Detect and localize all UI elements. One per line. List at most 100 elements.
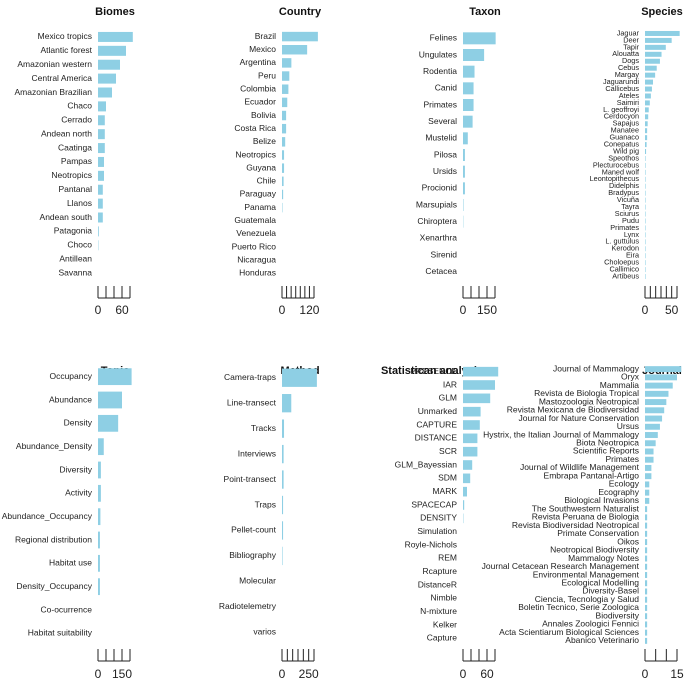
bar <box>98 508 101 526</box>
bar <box>98 59 120 70</box>
category-label: PRESENCE <box>410 366 457 376</box>
bar <box>463 65 475 78</box>
bar <box>282 45 308 55</box>
bar <box>463 32 496 45</box>
bar <box>463 115 473 128</box>
category-label: Margay <box>615 70 640 79</box>
category-label: Diversity <box>59 464 92 474</box>
panel-title: Biomes <box>95 6 135 18</box>
bar <box>645 30 680 36</box>
bar <box>645 473 652 480</box>
category-label: Journal Cetacean Research Management <box>482 561 640 571</box>
category-label: Procionid <box>422 183 458 193</box>
category-label: Paraguay <box>240 189 277 199</box>
bar <box>645 246 646 252</box>
category-label: Journal of Wildlife Management <box>520 462 640 472</box>
category-label: SCR <box>439 446 457 456</box>
category-label: Kelker <box>433 619 457 629</box>
category-label: Chile <box>257 176 277 186</box>
bar <box>463 132 468 145</box>
category-label: Tapir <box>623 42 639 51</box>
bar <box>645 176 646 182</box>
category-label: Sirenid <box>431 249 458 259</box>
category-label: Oryx <box>621 372 640 382</box>
x-tick-label: 250 <box>299 667 319 681</box>
bar <box>282 546 283 566</box>
bar <box>282 110 287 121</box>
bar <box>645 58 660 64</box>
bar <box>645 604 648 611</box>
category-label: Artibeus <box>612 271 639 280</box>
bar <box>645 464 652 471</box>
x-tick-label: 60 <box>480 667 494 681</box>
bar <box>645 100 650 106</box>
bar <box>463 165 465 178</box>
category-label: SPACECAP <box>411 499 457 509</box>
bar <box>463 460 473 470</box>
category-label: Rcapture <box>423 566 458 576</box>
category-label: Cerrado <box>61 115 92 125</box>
category-label: Abundance_Density <box>16 441 93 451</box>
category-label: L. geoffroyi <box>603 105 639 114</box>
x-tick-label: 0 <box>642 667 649 681</box>
bar <box>98 368 132 386</box>
bar <box>98 391 122 409</box>
x-tick-label: 150 <box>477 303 497 317</box>
bar <box>645 51 662 57</box>
bar <box>645 225 646 231</box>
category-label: Pudu <box>622 216 639 225</box>
x-tick-label: 0 <box>95 303 102 317</box>
bar <box>645 114 649 120</box>
bar <box>645 481 650 488</box>
category-label: Neotropical Biodiversity <box>550 545 640 555</box>
bar <box>645 547 648 554</box>
category-label: Primates <box>605 454 639 464</box>
category-label: Sciurus <box>615 209 640 218</box>
category-label: Central America <box>32 73 93 83</box>
bar <box>282 97 288 108</box>
category-label: Revista de Biologia Tropical <box>534 388 639 398</box>
category-label: Ecological Modelling <box>562 577 640 587</box>
bar <box>645 155 646 161</box>
category-label: Neotropics <box>235 149 276 159</box>
category-label: Ateles <box>619 91 640 100</box>
category-label: Colombia <box>240 83 276 93</box>
bar <box>98 101 106 112</box>
category-label: Bolivia <box>251 110 276 120</box>
bar <box>645 539 648 546</box>
category-label: Pilosa <box>434 149 457 159</box>
category-label: Xenarthra <box>420 233 458 243</box>
bar <box>463 500 465 510</box>
bar <box>645 190 646 196</box>
category-label: Nimble <box>431 593 458 603</box>
bar <box>645 162 646 168</box>
category-label: Antillean <box>59 253 92 263</box>
category-label: Mexico tropics <box>38 31 92 41</box>
category-label: Tracks <box>251 423 276 433</box>
category-label: Sapajus <box>613 119 640 128</box>
category-label: Simulation <box>417 526 457 536</box>
bar <box>645 72 656 78</box>
bar <box>645 253 646 259</box>
category-label: Llanos <box>67 198 92 208</box>
category-label: Jaguarundi <box>603 77 639 86</box>
panel-title: Species <box>641 6 683 18</box>
bar <box>645 107 649 113</box>
category-label: Canid <box>435 83 457 93</box>
bar <box>98 212 103 223</box>
category-label: Embrapa Pantanal-Artigo <box>544 470 640 480</box>
bar <box>645 183 646 189</box>
category-label: Didelphis <box>609 181 639 190</box>
bar <box>282 150 285 160</box>
bar <box>645 621 648 628</box>
category-label: Primates <box>610 223 639 232</box>
category-label: Savanna <box>58 267 92 277</box>
category-label: Annales Zoologici Fennici <box>542 619 639 629</box>
bar <box>645 149 647 155</box>
category-label: Speothos <box>608 153 639 162</box>
category-label: Ecology <box>609 479 640 489</box>
category-label: Occupancy <box>49 371 92 381</box>
bar <box>645 274 646 280</box>
category-label: Panama <box>244 202 276 212</box>
x-tick-label: 60 <box>115 303 129 317</box>
